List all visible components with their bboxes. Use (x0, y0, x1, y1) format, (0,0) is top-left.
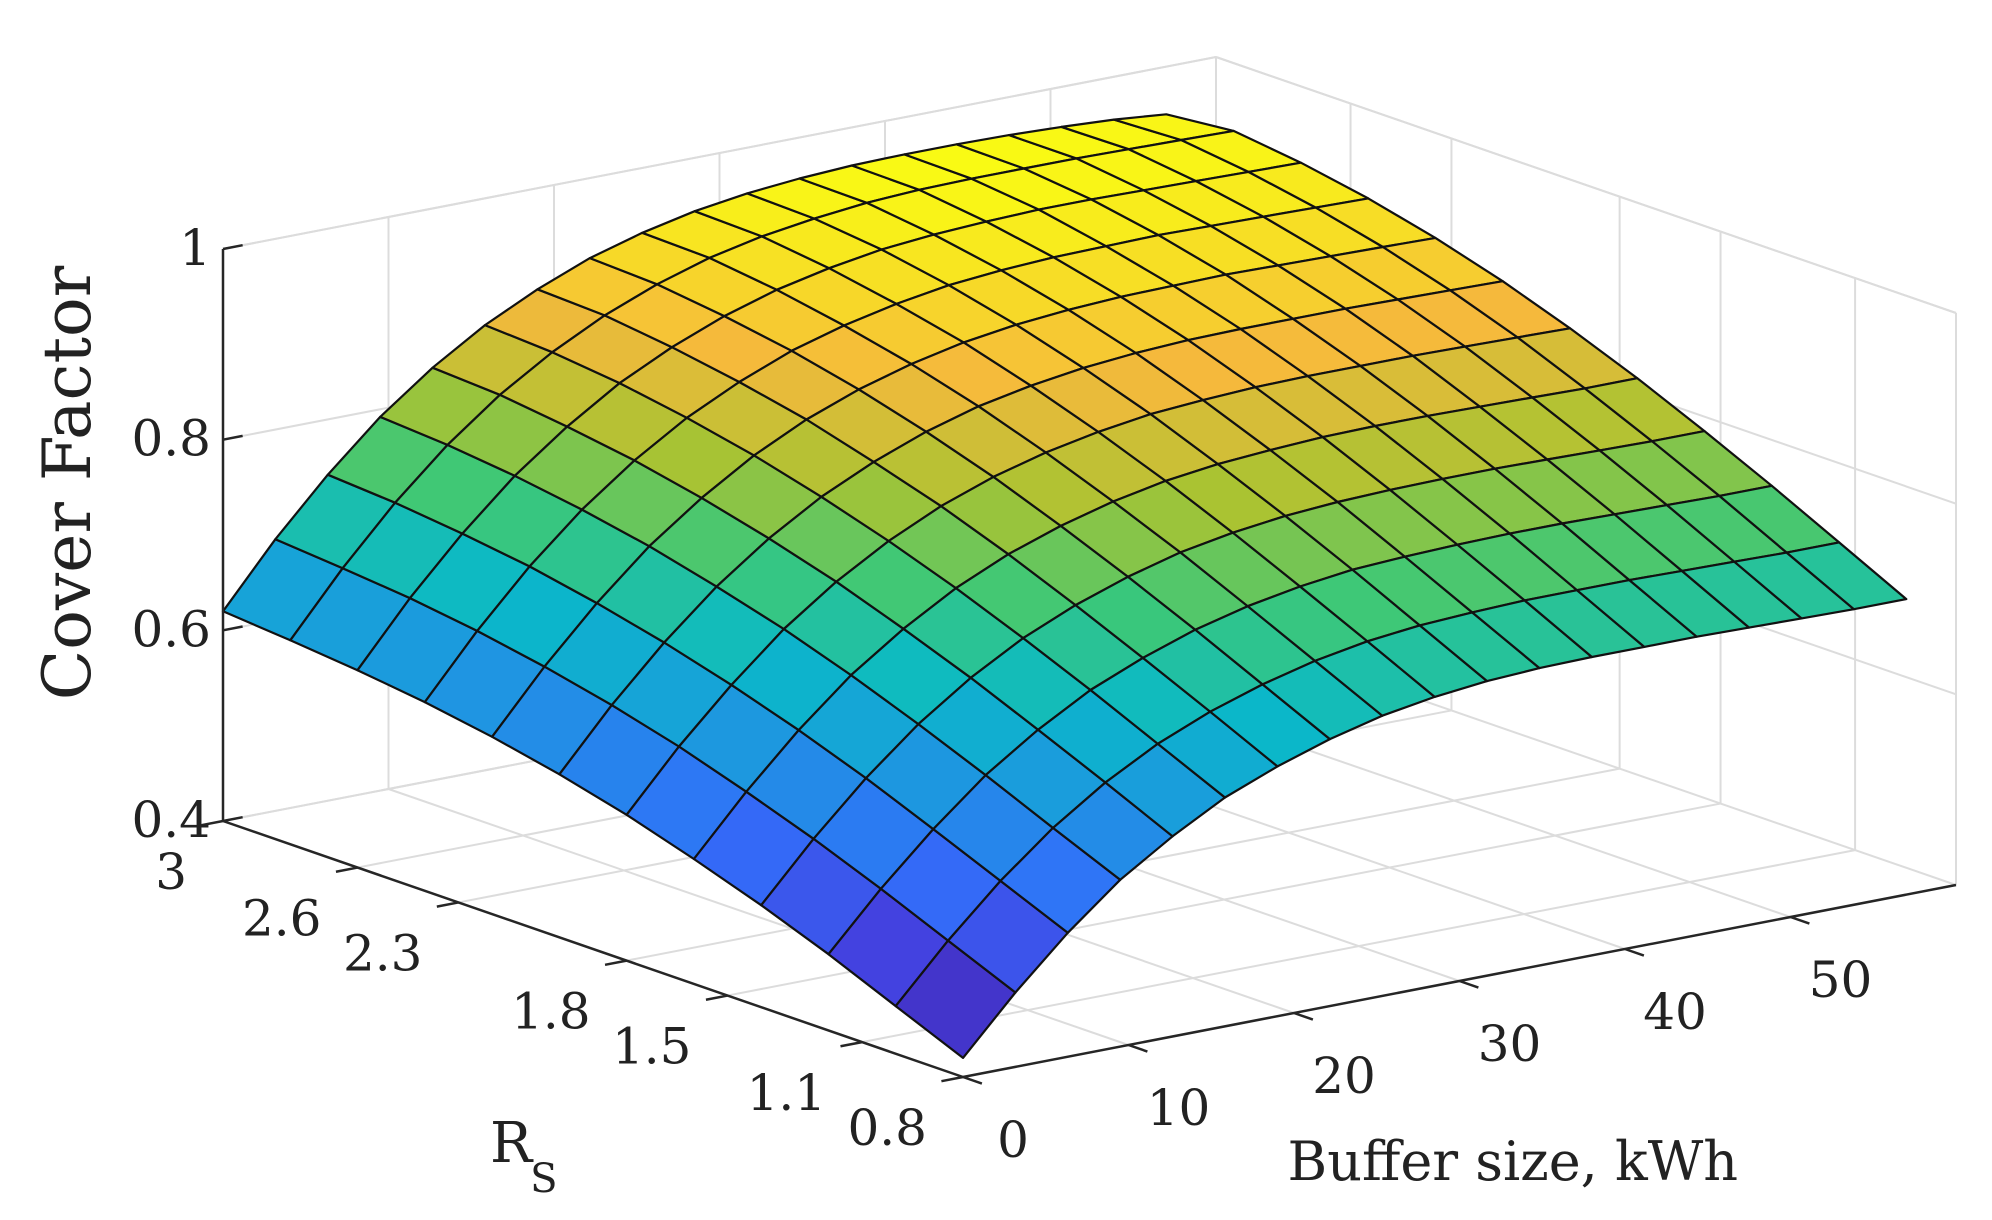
x-tick-label-2: 20 (1312, 1047, 1376, 1105)
y-tick-label-5: 2.6 (242, 890, 322, 948)
x-tick-3 (1459, 979, 1479, 989)
y-tick-label-1: 1.1 (747, 1064, 827, 1122)
floor-gridline-y-1 (861, 849, 1856, 1044)
y-tick-0 (941, 1075, 964, 1083)
x-tick-1 (1128, 1043, 1148, 1053)
y-tick-1 (840, 1040, 863, 1048)
surface-cell (1785, 541, 1908, 611)
y-tick-label-4: 2.3 (343, 925, 423, 983)
x-tick-4 (1624, 947, 1645, 957)
labels-layer: 0 10 20 30 40 50 0.8 1.1 1.5 1.8 2.3 2.6 30.4 0.6 0.8 1 (131, 219, 1872, 1169)
y-axis-line (222, 819, 964, 1079)
y-tick-3 (604, 959, 627, 967)
y-tick-label-2: 1.5 (612, 1018, 692, 1076)
x-tick-label-0: 0 (997, 1111, 1029, 1169)
z-tick-3 (222, 243, 243, 251)
z-tick-label-2: 0.8 (131, 410, 211, 468)
z-tick-0 (222, 815, 243, 823)
x-tick-2 (1293, 1011, 1314, 1021)
z-axis-title: Cover Factor (29, 265, 106, 700)
y-tick-label-6: 3 (155, 843, 187, 901)
y-axis-title-main: R (490, 1111, 534, 1176)
y-tick-label-3: 1.8 (511, 983, 591, 1041)
x-tick-label-4: 40 (1643, 983, 1707, 1041)
y-tick-5 (335, 866, 358, 873)
x-tick-label-1: 10 (1147, 1079, 1211, 1137)
box-edge-top-back (222, 56, 1217, 250)
z-tick-label-3: 1 (179, 219, 211, 277)
z-tick-label-0: 0.4 (131, 791, 211, 849)
z-tick-2 (222, 434, 243, 441)
y-tick-6 (201, 819, 224, 827)
y-axis-title-sub: S (530, 1156, 557, 1202)
x-tick-5 (1790, 915, 1810, 925)
x-tick-label-3: 30 (1478, 1015, 1542, 1073)
y-tick-2 (705, 994, 728, 1001)
z-tick-label-1: 0.6 (131, 600, 211, 658)
y-tick-4 (436, 901, 459, 908)
surface-layer (221, 113, 1908, 1060)
box-edge-top-side (1215, 56, 1957, 314)
axes-layer (201, 243, 1957, 1085)
x-tick-label-5: 50 (1809, 951, 1873, 1009)
z-tick-1 (222, 625, 243, 632)
x-tick-0 (962, 1075, 983, 1085)
y-tick-label-0: 0.8 (847, 1099, 927, 1157)
x-axis-title: Buffer size, kWh (1288, 1130, 1738, 1193)
